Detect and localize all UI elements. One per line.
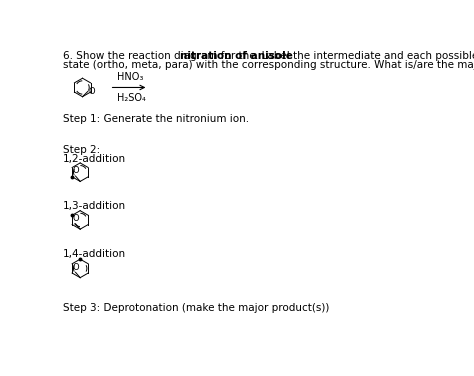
Text: O: O <box>72 166 79 175</box>
Text: state (ortho, meta, para) with the corresponding structure. What is/are the majo: state (ortho, meta, para) with the corre… <box>63 60 474 70</box>
Text: Step 1: Generate the nitronium ion.: Step 1: Generate the nitronium ion. <box>63 114 249 124</box>
Text: O: O <box>89 87 95 96</box>
Text: nitration of anisole: nitration of anisole <box>180 51 293 61</box>
Text: O: O <box>72 214 79 223</box>
Text: 1,4-addition: 1,4-addition <box>63 249 126 259</box>
Text: O: O <box>72 262 79 271</box>
Text: Step 2:: Step 2: <box>63 145 100 155</box>
Text: . Label the intermediate and each possible transition: . Label the intermediate and each possib… <box>255 51 474 61</box>
Text: H₂SO₄: H₂SO₄ <box>118 93 146 103</box>
Text: HNO₃: HNO₃ <box>118 72 144 82</box>
Text: 6. Show the reaction diagram for the: 6. Show the reaction diagram for the <box>63 51 259 61</box>
Text: 1,3-addition: 1,3-addition <box>63 201 126 211</box>
Text: Step 3: Deprotonation (make the major product(s)): Step 3: Deprotonation (make the major pr… <box>63 303 329 313</box>
Text: 1,2-addition: 1,2-addition <box>63 154 126 164</box>
